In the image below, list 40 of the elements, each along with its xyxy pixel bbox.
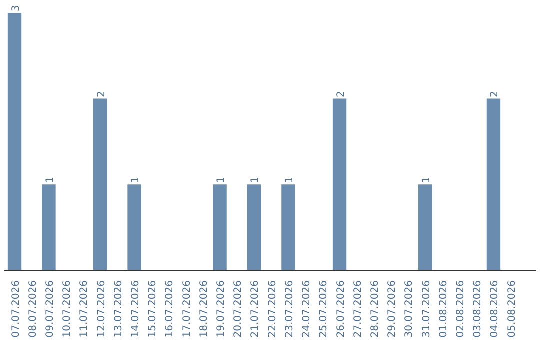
x-tick-label: 23.07.2026: [284, 280, 296, 338]
x-tick-label: 26.07.2026: [336, 280, 347, 338]
data-label: 2: [490, 91, 501, 98]
data-label: 1: [284, 176, 296, 184]
x-tick-label: 15.07.2026: [148, 280, 159, 338]
x-tick-label: 03.08.2026: [472, 280, 484, 338]
x-tick-label: 18.07.2026: [198, 280, 210, 338]
data-label: 1: [130, 176, 142, 184]
x-tick-label: 28.07.2026: [370, 280, 381, 338]
x-tick-label: 13.07.2026: [113, 280, 124, 338]
data-label: 1: [250, 176, 262, 184]
x-tick-label: 11.07.2026: [79, 280, 90, 338]
x-tick-label: 08.07.2026: [28, 280, 39, 338]
x-tick-label: 22.07.2026: [267, 280, 278, 338]
x-tick-label: 02.08.2026: [456, 280, 467, 338]
data-label: 1: [44, 176, 56, 184]
x-tick-label: 09.07.2026: [44, 280, 56, 338]
x-tick-label: 10.07.2026: [62, 280, 74, 338]
x-tick-label: 31.07.2026: [421, 280, 432, 338]
x-tick-label: 25.07.2026: [318, 280, 330, 338]
x-tick-label: 04.08.2026: [490, 280, 501, 338]
x-tick-label: 24.07.2026: [302, 280, 313, 338]
x-tick-label: 30.07.2026: [404, 280, 416, 338]
x-tick-label: 17.07.2026: [182, 280, 193, 338]
x-tick-label: 27.07.2026: [352, 280, 364, 338]
data-label: 3: [10, 5, 22, 12]
x-tick-label: 05.08.2026: [506, 280, 518, 338]
x-tick-label: 01.08.2026: [438, 280, 450, 338]
x-tick-label: 29.07.2026: [387, 280, 398, 338]
x-tick-label: 16.07.2026: [164, 280, 176, 338]
x-tick-label: 20.07.2026: [233, 280, 244, 338]
x-tick-label: 07.07.2026: [10, 280, 22, 338]
data-label: 1: [421, 176, 432, 184]
data-label: 2: [336, 91, 347, 98]
x-tick-label: 21.07.2026: [250, 280, 262, 338]
x-tick-label: 19.07.2026: [216, 280, 228, 338]
data-label: 2: [96, 91, 108, 98]
x-tick-label: 12.07.2026: [96, 280, 108, 338]
data-label: 1: [216, 176, 228, 184]
x-tick-label: 14.07.2026: [130, 280, 142, 338]
